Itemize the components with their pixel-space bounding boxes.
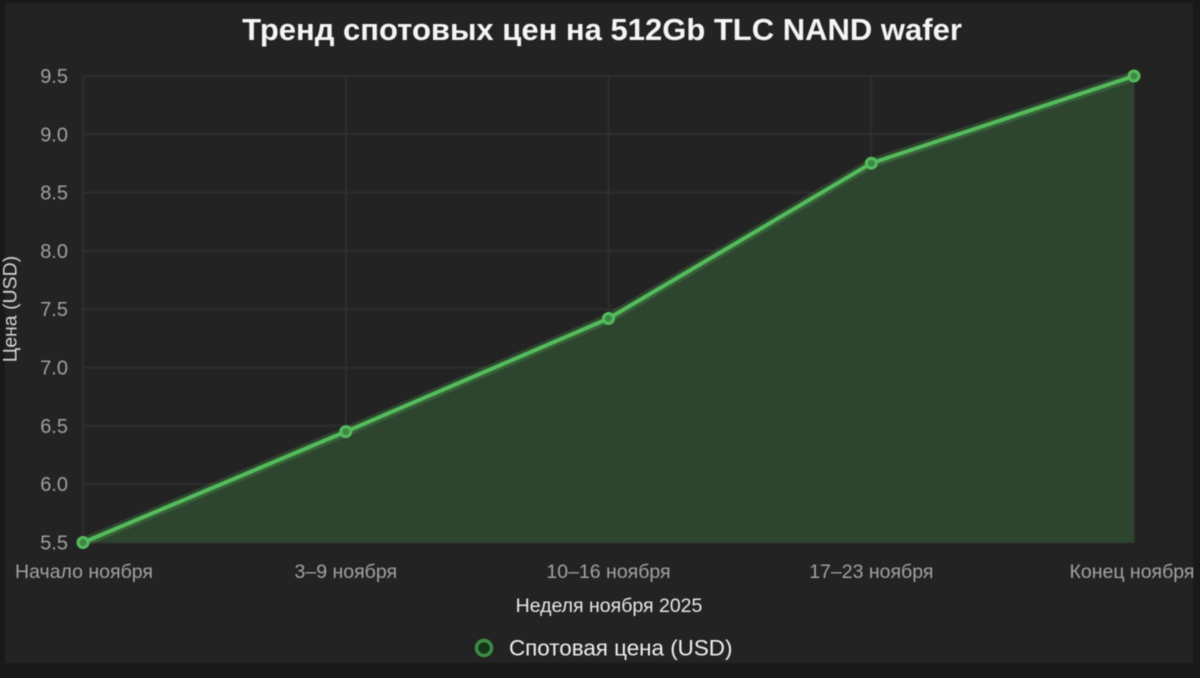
svg-text:9.0: 9.0 [40,124,68,146]
svg-text:6.5: 6.5 [40,416,68,438]
svg-text:10–16 ноября: 10–16 ноября [546,561,670,583]
svg-text:17–23 ноября: 17–23 ноября [809,561,933,583]
svg-text:Неделя ноября 2025: Неделя ноября 2025 [516,595,703,617]
svg-text:8.5: 8.5 [40,183,68,205]
svg-text:Цена (USD): Цена (USD) [0,256,22,362]
svg-text:8.0: 8.0 [40,241,68,263]
svg-text:Тренд спотовых цен на 512Gb TL: Тренд спотовых цен на 512Gb TLC NAND waf… [242,12,962,47]
svg-text:7.0: 7.0 [40,358,68,380]
svg-text:Конец ноября: Конец ноября [1070,561,1195,583]
svg-text:7.5: 7.5 [40,299,68,321]
svg-text:Начало ноября: Начало ноября [15,561,153,583]
svg-text:6.0: 6.0 [40,474,68,496]
svg-text:5.5: 5.5 [40,533,68,555]
svg-text:3–9 ноября: 3–9 ноября [295,561,397,583]
svg-text:Спотовая цена (USD): Спотовая цена (USD) [509,636,732,661]
svg-text:9.5: 9.5 [40,66,68,88]
